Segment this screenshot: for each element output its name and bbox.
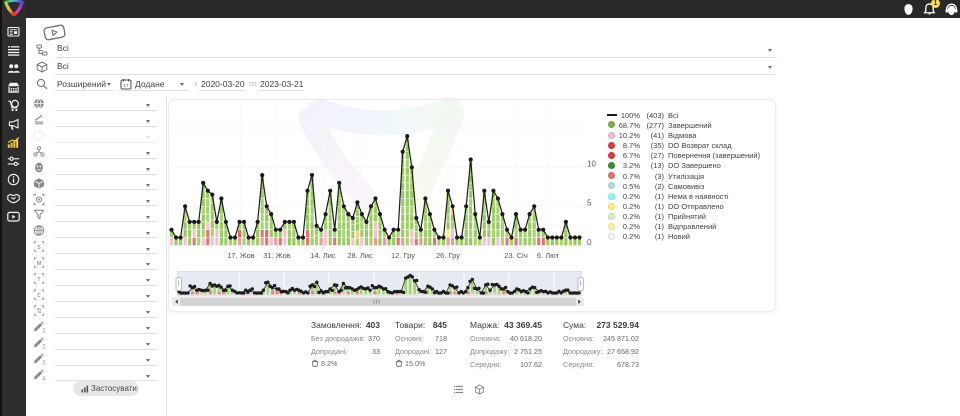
svg-text:12. Гру: 12. Гру bbox=[391, 251, 415, 260]
svg-text:26. Гру: 26. Гру bbox=[436, 251, 460, 260]
svg-text:28. Лис: 28. Лис bbox=[347, 251, 373, 260]
svg-text:23. Січ: 23. Січ bbox=[504, 251, 528, 260]
svg-text:т: т bbox=[37, 276, 41, 283]
svg-text:6. Лют: 6. Лют bbox=[537, 251, 560, 260]
svg-text:17: 17 bbox=[123, 83, 129, 88]
svg-text:31. Жов: 31. Жов bbox=[263, 251, 291, 260]
svg-text:⇅: ⇅ bbox=[36, 308, 42, 315]
svg-text:14. Лис: 14. Лис bbox=[310, 251, 336, 260]
svg-text:10: 10 bbox=[587, 160, 596, 169]
svg-text:?: ? bbox=[37, 132, 41, 139]
svg-text:s: s bbox=[37, 244, 41, 251]
svg-text:1: 1 bbox=[42, 328, 45, 333]
svg-text:0: 0 bbox=[587, 238, 592, 247]
svg-text:м: м bbox=[37, 260, 42, 267]
svg-text:4: 4 bbox=[42, 376, 45, 381]
svg-text:c: c bbox=[37, 292, 41, 299]
svg-text:2: 2 bbox=[42, 344, 45, 349]
svg-text:3: 3 bbox=[42, 360, 45, 365]
svg-text:17. Жов: 17. Жов bbox=[227, 251, 255, 260]
svg-text:5: 5 bbox=[587, 199, 592, 208]
